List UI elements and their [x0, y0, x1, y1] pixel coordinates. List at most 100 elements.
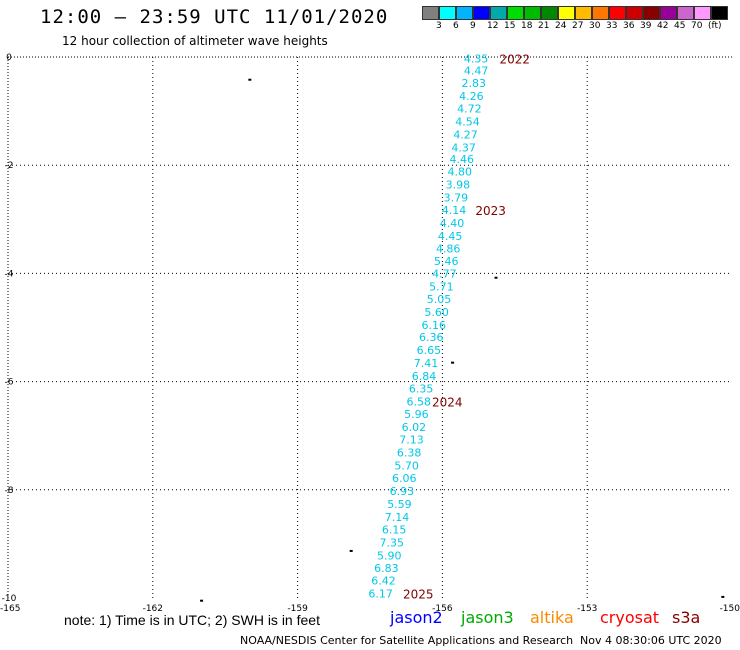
legend-label: 6	[453, 21, 459, 31]
wave-height-label: 6.93	[390, 485, 415, 498]
wave-height-label: 6.83	[374, 562, 399, 575]
y-tick-label: 0	[6, 53, 12, 63]
legend-swatch	[660, 6, 677, 20]
island-mark	[451, 361, 455, 364]
wave-height-label: 3.79	[444, 192, 469, 205]
wave-height-label: 4.54	[455, 115, 480, 128]
legend-label: 45	[674, 21, 686, 31]
wave-height-label: 5.90	[377, 549, 402, 562]
wave-height-label: 4.46	[449, 153, 474, 166]
legend-swatch	[609, 6, 626, 20]
island-mark	[200, 599, 204, 602]
wave-height-label: 4.14	[442, 204, 467, 217]
legend-label: 3	[436, 21, 442, 31]
color-legend	[422, 6, 728, 20]
wave-height-label: 4.45	[438, 230, 463, 243]
y-tick-label: -8	[5, 486, 14, 496]
legend-label: 21	[538, 21, 550, 31]
legend-label: 9	[470, 21, 476, 31]
legend-swatch	[643, 6, 660, 20]
legend-swatch	[694, 6, 711, 20]
wave-height-label: 6.36	[419, 331, 444, 344]
wave-height-label: 4.86	[436, 243, 461, 256]
wave-height-label: 5.59	[387, 498, 412, 511]
legend-swatch	[677, 6, 694, 20]
wave-height-label: 4.27	[453, 128, 478, 141]
legend-swatch	[541, 6, 558, 20]
legend-swatch	[711, 6, 728, 20]
wave-height-label: 5.05	[427, 293, 452, 306]
footer-note: note: 1) Time is in UTC; 2) SWH is in fe…	[64, 612, 320, 628]
time-label: 2024	[432, 396, 463, 410]
legend-label: 39	[640, 21, 652, 31]
wave-height-label: 6.35	[409, 383, 434, 396]
legend-swatch	[490, 6, 507, 20]
island-mark	[494, 276, 498, 279]
y-tick-label: -10	[2, 594, 17, 604]
y-tick-label: -2	[5, 161, 14, 171]
legend-label: 27	[572, 21, 584, 31]
time-label: 2025	[403, 588, 434, 602]
y-tick-label: -6	[5, 378, 14, 388]
wave-height-label: 2.83	[462, 77, 487, 90]
wave-height-label: 6.84	[412, 370, 437, 383]
x-tick-label: -162	[143, 604, 163, 614]
generation-timestamp: Nov 4 08:30:06 UTC 2020	[580, 634, 722, 647]
x-tick-label: -165	[0, 604, 20, 614]
chart-subtitle: 12 hour collection of altimeter wave hei…	[62, 34, 328, 48]
legend-swatch	[575, 6, 592, 20]
wave-height-label: 6.06	[392, 472, 417, 485]
wave-height-label: 4.37	[451, 141, 476, 154]
wave-height-label: 4.47	[464, 65, 489, 78]
legend-label: 24	[555, 21, 567, 31]
legend-label: 33	[606, 21, 618, 31]
legend-label: 70	[691, 21, 703, 31]
wave-height-label: 6.38	[397, 446, 422, 459]
legend-swatch	[473, 6, 490, 20]
legend-label: (ft)	[708, 21, 722, 31]
legend-label: 12	[487, 21, 499, 31]
legend-swatch	[626, 6, 643, 20]
wave-height-label: 6.65	[417, 344, 442, 357]
x-tick-label: -150	[720, 604, 740, 614]
satellite-jason3: jason3	[461, 608, 514, 627]
wave-height-label: 5.70	[394, 459, 419, 472]
wave-height-label: 7.35	[379, 536, 404, 549]
wave-height-label: 4.80	[448, 166, 473, 179]
wave-height-label: 3.98	[446, 179, 471, 192]
wave-height-label: 5.71	[429, 280, 454, 293]
satellite-cryosat: cryosat	[600, 608, 660, 627]
wave-height-label: 4.26	[459, 90, 484, 103]
x-tick-label: -159	[287, 604, 308, 614]
chart-title: 12:00 – 23:59 UTC 11/01/2020	[40, 6, 389, 28]
wave-height-label: 5.96	[404, 408, 429, 421]
legend-swatch	[422, 6, 439, 20]
time-label: 2023	[475, 204, 506, 218]
legend-label: 30	[589, 21, 601, 31]
legend-swatch	[524, 6, 541, 20]
credit-line: NOAA/NESDIS Center for Satellite Applica…	[240, 634, 574, 647]
time-label: 2022	[500, 53, 531, 67]
island-mark	[248, 78, 252, 81]
wave-height-label: 4.35	[464, 53, 489, 66]
satellite-altika: altika	[530, 608, 574, 627]
wave-height-label: 5.60	[424, 306, 449, 319]
legend-swatch	[558, 6, 575, 20]
wave-height-label: 6.17	[368, 588, 393, 601]
legend-label: 15	[504, 21, 516, 31]
x-tick-label: -156	[432, 604, 453, 614]
satellite-jason2: jason2	[390, 608, 443, 627]
legend-swatch	[507, 6, 524, 20]
wave-height-label: 4.72	[457, 102, 482, 115]
wave-height-label: 4.40	[440, 217, 465, 230]
island-mark	[349, 549, 353, 552]
legend-label: 42	[657, 21, 669, 31]
satellite-s3a: s3a	[672, 608, 701, 627]
wave-height-label: 5.46	[434, 255, 459, 268]
wave-height-label: 6.15	[382, 523, 407, 536]
legend-swatch	[592, 6, 609, 20]
wave-height-label: 6.02	[402, 421, 427, 434]
y-tick-label: -4	[5, 269, 14, 279]
wave-height-label: 6.58	[406, 396, 431, 409]
